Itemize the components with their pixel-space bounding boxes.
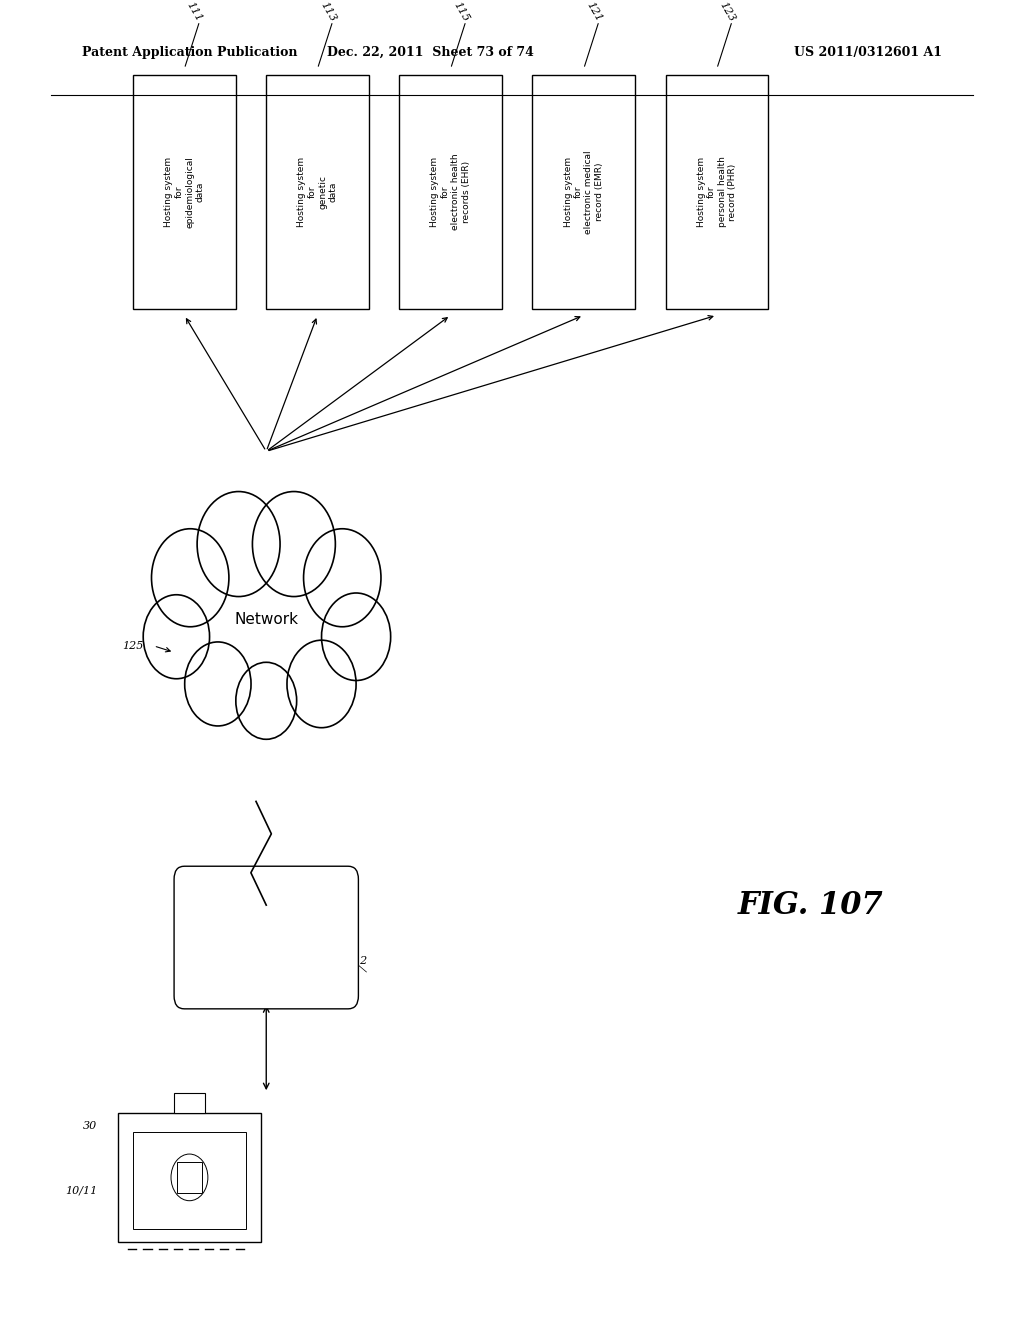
Text: Network: Network (234, 612, 298, 627)
Text: Hosting system
for
electronic health
records (EHR): Hosting system for electronic health rec… (430, 153, 471, 231)
Text: Hosting system
for
epidemiological
data: Hosting system for epidemiological data (164, 156, 205, 228)
FancyBboxPatch shape (174, 866, 358, 1008)
Text: Hosting system
for
personal health
record (PHR): Hosting system for personal health recor… (696, 157, 737, 227)
FancyBboxPatch shape (118, 1113, 261, 1242)
Text: 111: 111 (185, 0, 204, 24)
Circle shape (253, 491, 336, 597)
Text: 12: 12 (353, 956, 368, 966)
Text: Dec. 22, 2011  Sheet 73 of 74: Dec. 22, 2011 Sheet 73 of 74 (327, 46, 534, 59)
FancyBboxPatch shape (399, 75, 502, 309)
Text: 123: 123 (718, 0, 736, 24)
Circle shape (236, 663, 297, 739)
Text: Hosting system
for
electronic medical
record (EMR): Hosting system for electronic medical re… (563, 150, 604, 234)
Circle shape (143, 595, 210, 678)
Circle shape (322, 593, 391, 681)
Circle shape (152, 529, 229, 627)
FancyBboxPatch shape (532, 75, 635, 309)
Text: Reader: Reader (239, 931, 294, 945)
Circle shape (287, 640, 356, 727)
FancyBboxPatch shape (133, 75, 236, 309)
Text: 115: 115 (452, 0, 470, 24)
Text: US 2011/0312601 A1: US 2011/0312601 A1 (794, 46, 942, 59)
FancyBboxPatch shape (666, 75, 768, 309)
Text: 121: 121 (585, 0, 603, 24)
FancyBboxPatch shape (177, 1162, 202, 1193)
Circle shape (184, 642, 251, 726)
FancyBboxPatch shape (133, 1133, 246, 1229)
Text: Patent Application Publication: Patent Application Publication (82, 46, 297, 59)
Text: Hosting system
for
genetic
data: Hosting system for genetic data (297, 157, 338, 227)
Text: 30: 30 (83, 1121, 97, 1130)
Circle shape (303, 529, 381, 627)
Text: 125: 125 (122, 640, 143, 651)
Circle shape (197, 491, 281, 597)
Text: FIG. 107: FIG. 107 (737, 890, 883, 920)
FancyBboxPatch shape (266, 75, 369, 309)
Text: 10/11: 10/11 (66, 1185, 97, 1196)
Text: 113: 113 (318, 0, 337, 24)
FancyBboxPatch shape (174, 1093, 205, 1113)
